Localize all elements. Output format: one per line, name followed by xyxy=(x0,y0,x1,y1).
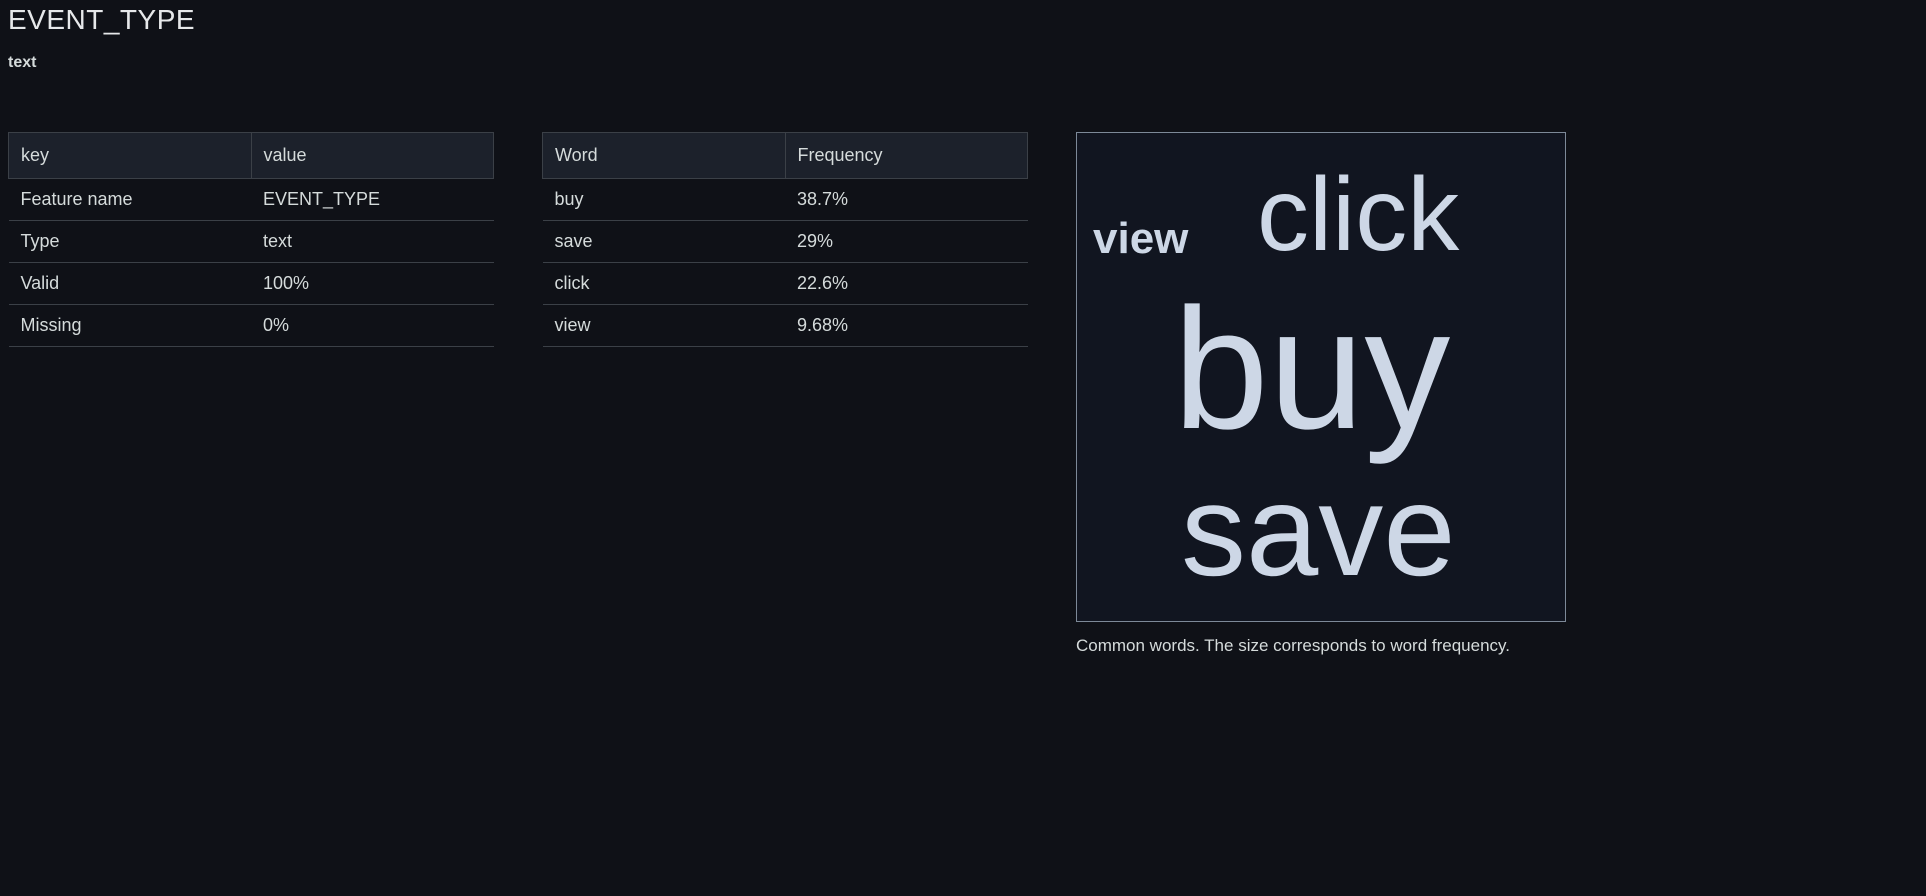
cell-value: EVENT_TYPE xyxy=(251,179,494,221)
col-header-value: value xyxy=(251,133,494,179)
feature-summary-table-wrap: key value Feature name EVENT_TYPE Type t… xyxy=(8,132,494,347)
content-columns: key value Feature name EVENT_TYPE Type t… xyxy=(8,132,1918,656)
table-row: Feature name EVENT_TYPE xyxy=(9,179,494,221)
col-header-word: Word xyxy=(543,133,786,179)
wordcloud-word: save xyxy=(1181,465,1456,595)
wordcloud-caption: Common words. The size corresponds to wo… xyxy=(1076,636,1566,656)
cell-frequency: 38.7% xyxy=(785,179,1028,221)
cell-frequency: 9.68% xyxy=(785,305,1028,347)
table-row: Type text xyxy=(9,221,494,263)
table-row: click 22.6% xyxy=(543,263,1028,305)
cell-frequency: 22.6% xyxy=(785,263,1028,305)
feature-detail-page: EVENT_TYPE text key value Feature name E… xyxy=(0,0,1926,656)
col-header-key: key xyxy=(9,133,252,179)
cell-value: 0% xyxy=(251,305,494,347)
cell-key: Feature name xyxy=(9,179,252,221)
page-title: EVENT_TYPE xyxy=(8,4,1918,36)
wordcloud-panel: view click buysave Common words. The size … xyxy=(1076,132,1566,656)
feature-summary-table: key value Feature name EVENT_TYPE Type t… xyxy=(8,132,494,347)
cell-value: text xyxy=(251,221,494,263)
table-row: buy 38.7% xyxy=(543,179,1028,221)
cell-word: save xyxy=(543,221,786,263)
table-row: save 29% xyxy=(543,221,1028,263)
page-subtitle: text xyxy=(8,54,1918,72)
cell-key: Type xyxy=(9,221,252,263)
cell-key: Valid xyxy=(9,263,252,305)
table-row: Valid 100% xyxy=(9,263,494,305)
word-frequency-table-wrap: Word Frequency buy 38.7% save 29% click xyxy=(542,132,1028,347)
wordcloud-word: click xyxy=(1257,163,1459,267)
cell-word: view xyxy=(543,305,786,347)
table-row: Missing 0% xyxy=(9,305,494,347)
col-header-frequency: Frequency xyxy=(785,133,1028,179)
wordcloud-word: buy xyxy=(1173,283,1450,455)
cell-key: Missing xyxy=(9,305,252,347)
wordcloud-canvas: view click buysave xyxy=(1076,132,1566,622)
cell-value: 100% xyxy=(251,263,494,305)
word-frequency-table: Word Frequency buy 38.7% save 29% click xyxy=(542,132,1028,347)
cell-frequency: 29% xyxy=(785,221,1028,263)
wordcloud-word: view xyxy=(1093,217,1188,261)
cell-word: buy xyxy=(543,179,786,221)
table-header-row: key value xyxy=(9,133,494,179)
table-header-row: Word Frequency xyxy=(543,133,1028,179)
cell-word: click xyxy=(543,263,786,305)
table-row: view 9.68% xyxy=(543,305,1028,347)
